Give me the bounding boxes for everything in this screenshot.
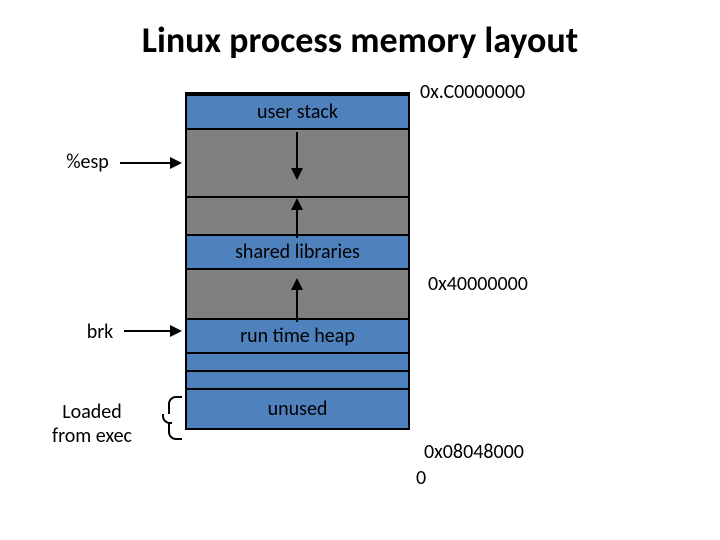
segment-shared-libs: shared libraries bbox=[185, 234, 410, 270]
segment-exec-seg-2 bbox=[185, 370, 410, 390]
label-brk: brk bbox=[80, 320, 120, 344]
label-loaded-exec: Loaded from exec bbox=[42, 400, 142, 448]
page-title: Linux process memory layout bbox=[0, 18, 720, 62]
label-esp: %esp bbox=[60, 150, 115, 174]
segment-runtime-heap: run time heap bbox=[185, 318, 410, 354]
address-addr-shl: 0x40000000 bbox=[428, 272, 528, 296]
arrow-heap-grow bbox=[296, 280, 298, 322]
address-addr-top: 0x.C0000000 bbox=[420, 80, 525, 104]
arrow-brk-arrow bbox=[124, 330, 180, 332]
segment-unused: unused bbox=[185, 388, 410, 430]
address-addr-zero: 0 bbox=[416, 466, 426, 490]
segment-user-stack: user stack bbox=[185, 94, 410, 130]
exec-brace bbox=[168, 396, 182, 440]
segment-exec-seg-1 bbox=[185, 352, 410, 372]
arrow-esp-arrow bbox=[120, 162, 180, 164]
arrow-shlib-up bbox=[296, 200, 298, 238]
arrow-stack-grow bbox=[296, 132, 298, 178]
address-addr-exec: 0x08048000 bbox=[424, 440, 524, 464]
